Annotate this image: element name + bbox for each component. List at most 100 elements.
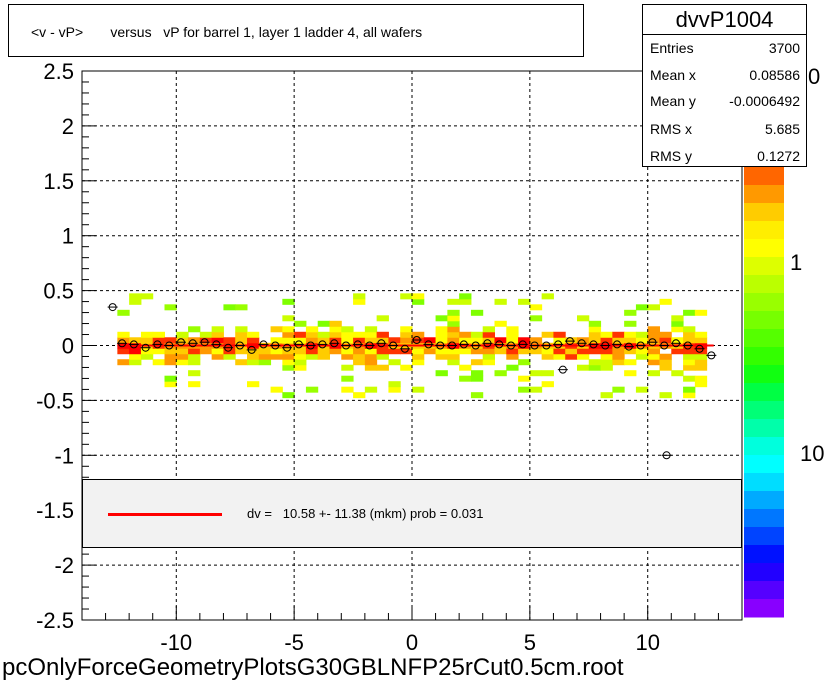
heatmap-cell bbox=[506, 331, 519, 338]
heatmap-cell bbox=[388, 386, 401, 393]
heatmap-cell bbox=[199, 331, 213, 338]
stats-value: -0.0006492 bbox=[729, 93, 800, 109]
palette-cell bbox=[744, 365, 784, 384]
heatmap-cell bbox=[376, 353, 389, 360]
heatmap-cell bbox=[612, 331, 625, 338]
heatmap-cell bbox=[694, 364, 708, 371]
heatmap-cell bbox=[353, 298, 366, 305]
profile-point bbox=[483, 339, 492, 348]
heatmap-cell bbox=[247, 353, 260, 360]
heatmap-cell bbox=[635, 337, 649, 344]
heatmap-cell bbox=[353, 359, 366, 366]
heatmap-cell bbox=[164, 359, 177, 366]
stats-value: 3700 bbox=[768, 40, 800, 56]
stats-value: 0.1272 bbox=[757, 148, 800, 164]
heatmap-cell bbox=[376, 331, 389, 338]
heatmap-cell bbox=[211, 337, 224, 344]
palette-cell bbox=[744, 239, 784, 258]
heatmap-cell bbox=[317, 348, 330, 355]
heatmap-cell bbox=[494, 337, 507, 344]
heatmap-cell bbox=[388, 359, 401, 366]
heatmap-cell bbox=[529, 386, 543, 393]
heatmap-cell bbox=[247, 381, 260, 388]
heatmap-cell bbox=[388, 381, 401, 388]
heatmap-cell bbox=[140, 293, 154, 300]
title-box: <v - vP> versus vP for barrel 1, layer 1… bbox=[8, 4, 584, 57]
heatmap-cell bbox=[470, 359, 484, 366]
heatmap-cell bbox=[247, 348, 260, 355]
heatmap-cell bbox=[294, 331, 307, 338]
heatmap-cell bbox=[459, 293, 472, 300]
heatmap-cell bbox=[164, 304, 177, 311]
heatmap-cell bbox=[470, 375, 484, 382]
heatmap-cell bbox=[612, 359, 625, 366]
palette-cell bbox=[744, 527, 784, 546]
heatmap-cell bbox=[188, 381, 201, 388]
heatmap-cell bbox=[506, 348, 519, 355]
heatmap-cell bbox=[341, 337, 354, 344]
heatmap-cell bbox=[435, 348, 448, 355]
palette-cell bbox=[744, 221, 784, 240]
y-tick-label: -0.5 bbox=[36, 388, 74, 413]
profile-point bbox=[318, 340, 327, 349]
palette-cell bbox=[744, 491, 784, 510]
heatmap-cell bbox=[647, 359, 660, 366]
heatmap-cell bbox=[353, 331, 366, 338]
profile-point bbox=[636, 341, 645, 350]
profile-point bbox=[648, 338, 657, 347]
heatmap-cell bbox=[683, 392, 696, 399]
palette-cell bbox=[744, 437, 784, 456]
heatmap-cell bbox=[612, 353, 625, 360]
palette-cell bbox=[744, 419, 784, 438]
heatmap-cell bbox=[565, 337, 578, 344]
heatmap-cell bbox=[541, 293, 554, 300]
heatmap-cell bbox=[305, 348, 319, 355]
heatmap-cell bbox=[518, 359, 531, 366]
profile-point bbox=[683, 341, 692, 350]
heatmap-cell bbox=[694, 359, 708, 366]
heatmap-cell bbox=[671, 348, 684, 355]
footer-filename: pcOnlyForceGeometryPlotsG30GBLNFP25rCut0… bbox=[2, 654, 624, 681]
heatmap-cell bbox=[577, 315, 590, 322]
heatmap-cell bbox=[659, 359, 672, 366]
profile-point bbox=[613, 340, 622, 349]
heatmap-cell bbox=[683, 375, 696, 382]
heatmap-cell bbox=[635, 304, 649, 311]
heatmap-cell bbox=[329, 331, 342, 338]
heatmap-cell bbox=[199, 348, 213, 355]
profile-point bbox=[118, 339, 127, 348]
heatmap-cell bbox=[188, 370, 201, 377]
heatmap-cell bbox=[624, 309, 637, 316]
heatmap-cell bbox=[400, 293, 413, 300]
profile-point bbox=[660, 341, 669, 350]
heatmap-cell bbox=[294, 320, 307, 327]
y-tick-label: 2 bbox=[62, 114, 74, 139]
heatmap-cell bbox=[140, 353, 154, 360]
heatmap-cell bbox=[270, 337, 283, 344]
heatmap-cell bbox=[317, 337, 330, 344]
stats-row-entries: Entries 3700 bbox=[650, 36, 800, 62]
heatmap-cell bbox=[671, 326, 684, 333]
heatmap-cell bbox=[423, 337, 437, 344]
heatmap-cell bbox=[694, 309, 708, 316]
heatmap-cell bbox=[459, 375, 472, 382]
heatmap-cell bbox=[588, 359, 602, 366]
palette-cell bbox=[744, 329, 784, 348]
heatmap-cell bbox=[447, 298, 460, 305]
heatmap-cell bbox=[459, 337, 472, 344]
profile-point bbox=[577, 339, 586, 348]
heatmap-cell bbox=[117, 331, 130, 338]
heatmap-cell bbox=[376, 348, 389, 355]
stats-label: Mean x bbox=[650, 67, 696, 83]
heatmap-cell bbox=[341, 348, 354, 355]
heatmap-cell bbox=[506, 353, 519, 360]
heatmap-cell bbox=[235, 359, 248, 366]
z-tick-label-low: 10 bbox=[800, 441, 824, 466]
palette-cell bbox=[744, 563, 784, 582]
heatmap-cell bbox=[600, 364, 613, 371]
heatmap-cell bbox=[176, 348, 189, 355]
heatmap-cell bbox=[235, 331, 248, 338]
chart-title: <v - vP> versus vP for barrel 1, layer 1… bbox=[31, 24, 423, 40]
heatmap-cell bbox=[470, 392, 484, 399]
heatmap-cell bbox=[235, 337, 248, 344]
